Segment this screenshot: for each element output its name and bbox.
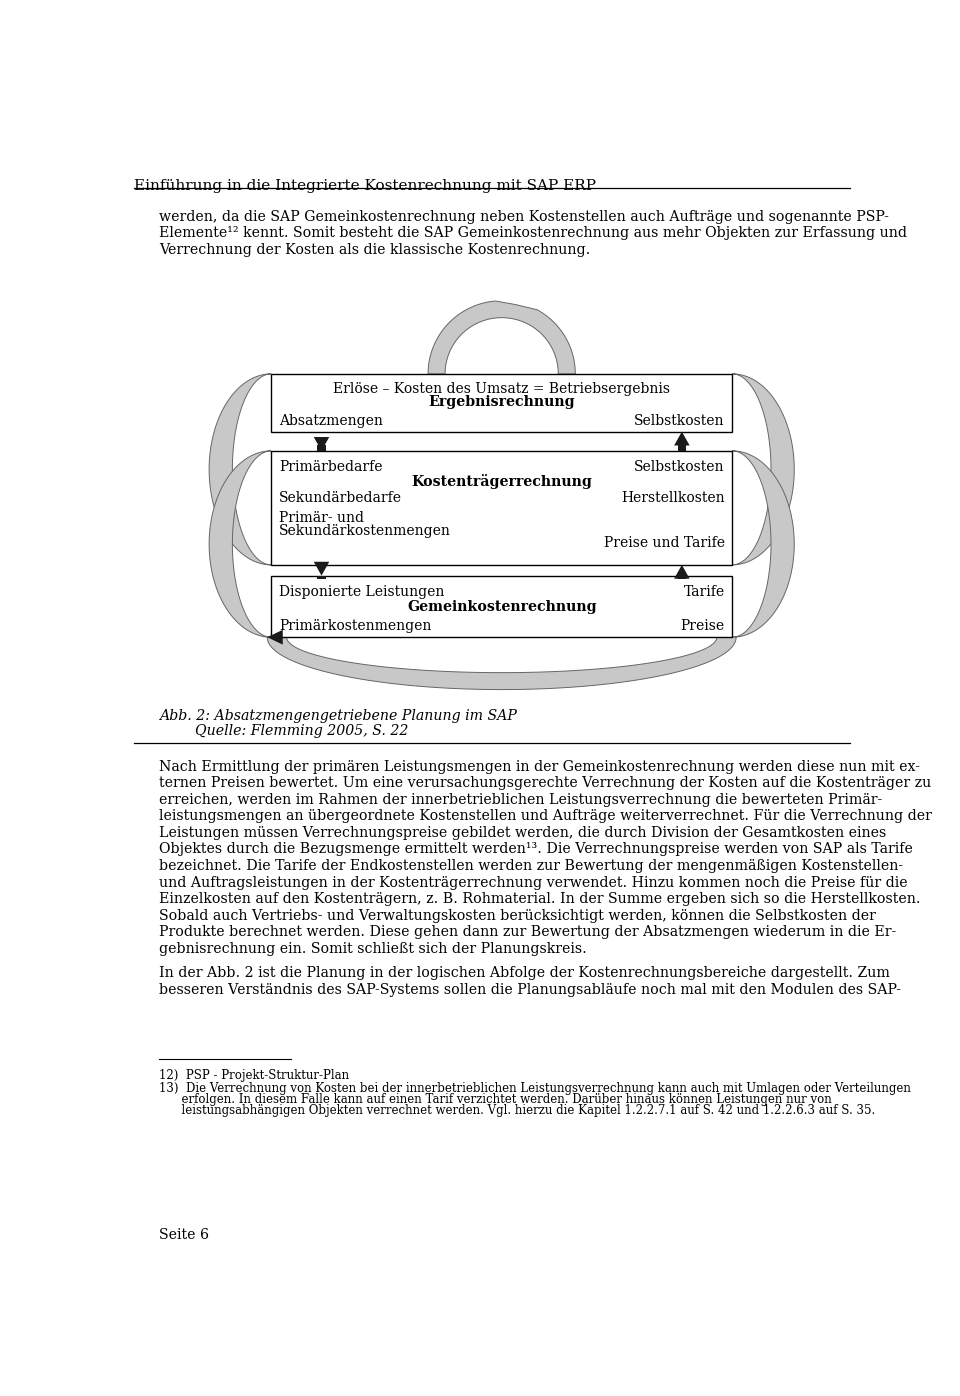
Text: gebnisrechnung ein. Somit schließt sich der Planungskreis.: gebnisrechnung ein. Somit schließt sich … <box>158 942 587 956</box>
Bar <box>317 445 325 451</box>
Text: Absatzmengen: Absatzmengen <box>278 415 383 429</box>
Text: erreichen, werden im Rahmen der innerbetrieblichen Leistungsverrechnung die bewe: erreichen, werden im Rahmen der innerbet… <box>158 793 882 807</box>
Text: ternen Preisen bewertet. Um eine verursachungsgerechte Verrechnung der Kosten au: ternen Preisen bewertet. Um eine verursa… <box>158 776 931 790</box>
Text: Verrechnung der Kosten als die klassische Kostenrechnung.: Verrechnung der Kosten als die klassisch… <box>158 243 590 257</box>
Polygon shape <box>732 374 794 565</box>
Bar <box>271 575 732 637</box>
Bar <box>271 374 732 431</box>
Text: werden, da die SAP Gemeinkostenrechnung neben Kostenstellen auch Aufträge und so: werden, da die SAP Gemeinkostenrechnung … <box>158 209 889 223</box>
Text: Einzelkosten auf den Kostenträgern, z. B. Rohmaterial. In der Summe ergeben sich: Einzelkosten auf den Kostenträgern, z. B… <box>158 892 921 906</box>
Text: Quelle: Flemming 2005, S. 22: Quelle: Flemming 2005, S. 22 <box>158 725 408 738</box>
Text: Preise und Tarife: Preise und Tarife <box>604 536 725 550</box>
Text: Selbstkosten: Selbstkosten <box>634 415 725 429</box>
Bar <box>317 575 325 579</box>
Text: Erlöse – Kosten des Umsatz = Betriebsergebnis: Erlöse – Kosten des Umsatz = Betriebserg… <box>333 381 670 395</box>
Text: 12)  PSP - Projekt-Struktur-Plan: 12) PSP - Projekt-Struktur-Plan <box>158 1069 348 1082</box>
Text: Sobald auch Vertriebs- und Verwaltungskosten berücksichtigt werden, können die S: Sobald auch Vertriebs- und Verwaltungsko… <box>158 909 876 923</box>
Text: leistungsmengen an übergeordnete Kostenstellen und Aufträge weiterverrechnet. Fü: leistungsmengen an übergeordnete Kostens… <box>158 810 931 824</box>
Text: Einführung in die Integrierte Kostenrechnung mit SAP ERP: Einführung in die Integrierte Kostenrech… <box>134 179 596 193</box>
Polygon shape <box>209 374 271 565</box>
Polygon shape <box>428 302 575 374</box>
Text: bezeichnet. Die Tarife der Endkostenstellen werden zur Bewertung der mengenmäßig: bezeichnet. Die Tarife der Endkostenstel… <box>158 859 902 872</box>
Text: Selbstkosten: Selbstkosten <box>634 461 725 475</box>
Text: erfolgen. In diesem Falle kann auf einen Tarif verzichtet werden. Darüber hinaus: erfolgen. In diesem Falle kann auf einen… <box>158 1093 831 1106</box>
Text: In der Abb. 2 ist die Planung in der logischen Abfolge der Kostenrechnungsbereic: In der Abb. 2 ist die Planung in der log… <box>158 966 890 980</box>
Polygon shape <box>674 431 689 445</box>
Text: Tarife: Tarife <box>684 585 725 599</box>
Text: Ergebnisrechnung: Ergebnisrechnung <box>428 395 575 409</box>
Polygon shape <box>732 451 794 637</box>
Polygon shape <box>314 561 329 575</box>
Text: und Auftragsleistungen in der Kostenträgerrechnung verwendet. Hinzu kommen noch : und Auftragsleistungen in der Kostenträg… <box>158 875 907 889</box>
Text: Objektes durch die Bezugsmenge ermittelt werden¹³. Die Verrechnungspreise werden: Objektes durch die Bezugsmenge ermittelt… <box>158 842 913 856</box>
Text: Seite 6: Seite 6 <box>158 1228 208 1242</box>
Text: Disponierte Leistungen: Disponierte Leistungen <box>278 585 444 599</box>
Polygon shape <box>674 565 689 579</box>
Text: Preise: Preise <box>681 618 725 632</box>
Bar <box>678 575 686 579</box>
Text: Abb. 2: Absatzmengengetriebene Planung im SAP: Abb. 2: Absatzmengengetriebene Planung i… <box>158 709 516 723</box>
Text: besseren Verständnis des SAP-Systems sollen die Planungsabläufe noch mal mit den: besseren Verständnis des SAP-Systems sol… <box>158 983 900 997</box>
Text: leistungsabhängigen Objekten verrechnet werden. Vgl. hierzu die Kapitel 1.2.2.7.: leistungsabhängigen Objekten verrechnet … <box>158 1104 875 1117</box>
Text: Elemente¹² kennt. Somit besteht die SAP Gemeinkostenrechnung aus mehr Objekten z: Elemente¹² kennt. Somit besteht die SAP … <box>158 226 907 240</box>
Text: Leistungen müssen Verrechnungspreise gebildet werden, die durch Division der Ges: Leistungen müssen Verrechnungspreise geb… <box>158 826 886 840</box>
Text: Primärkostenmengen: Primärkostenmengen <box>278 618 431 632</box>
Text: Primärbedarfe: Primärbedarfe <box>278 461 382 475</box>
Text: Kostenträgerrechnung: Kostenträgerrechnung <box>411 475 592 489</box>
Text: Nach Ermittlung der primären Leistungsmengen in der Gemeinkostenrechnung werden : Nach Ermittlung der primären Leistungsme… <box>158 759 920 773</box>
Polygon shape <box>267 630 283 645</box>
Bar <box>678 445 686 451</box>
Polygon shape <box>209 451 271 637</box>
Bar <box>271 451 732 565</box>
Text: Herstellkosten: Herstellkosten <box>621 491 725 505</box>
Text: Gemeinkostenrechnung: Gemeinkostenrechnung <box>407 600 596 614</box>
Text: Produkte berechnet werden. Diese gehen dann zur Bewertung der Absatzmengen wiede: Produkte berechnet werden. Diese gehen d… <box>158 926 896 940</box>
Text: Primär- und: Primär- und <box>278 511 364 525</box>
Text: Sekundärkostenmengen: Sekundärkostenmengen <box>278 524 451 537</box>
Polygon shape <box>314 437 329 451</box>
Polygon shape <box>267 637 736 690</box>
Text: 13)  Die Verrechnung von Kosten bei der innerbetrieblichen Leistungsverrechnung : 13) Die Verrechnung von Kosten bei der i… <box>158 1082 911 1094</box>
Text: Sekundärbedarfe: Sekundärbedarfe <box>278 491 402 505</box>
